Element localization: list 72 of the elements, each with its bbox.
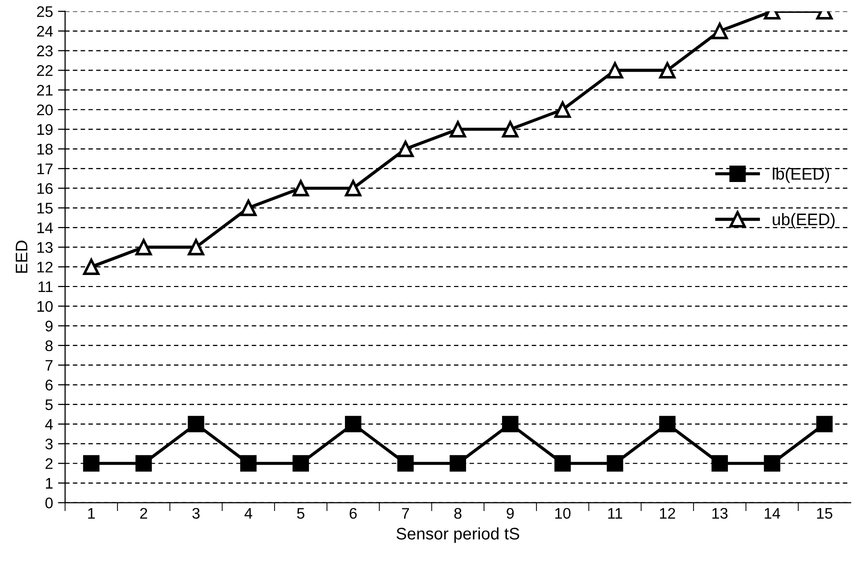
y-tick-label: 20: [37, 104, 53, 116]
x-tick-label: 1: [88, 508, 95, 519]
point: [83, 455, 100, 472]
y-tick-label: 23: [37, 46, 53, 56]
y-tick-label: 7: [46, 360, 53, 371]
y-tick-label: 24: [37, 26, 53, 37]
point: [344, 180, 362, 196]
point: [292, 180, 309, 196]
point: [292, 455, 309, 472]
point: [659, 62, 676, 79]
point: [450, 121, 466, 138]
point: [344, 416, 362, 432]
point: [502, 121, 518, 138]
y-tick-label: 21: [37, 84, 53, 96]
point: [83, 258, 100, 276]
point: [397, 455, 414, 472]
y-axis-title: EED: [16, 240, 28, 273]
x-tick-label: 11: [608, 508, 622, 519]
point: [135, 455, 152, 472]
y-tick-label: 14: [37, 222, 53, 234]
y-tick-label: 1: [46, 478, 53, 489]
point: [712, 455, 728, 472]
point: [659, 416, 676, 432]
x-tick-label: 5: [297, 508, 304, 519]
y-tick-label: 0: [45, 498, 53, 508]
point: [502, 416, 518, 432]
y-tick-label: 6: [46, 380, 53, 390]
x-tick-label: 3: [192, 508, 200, 519]
y-tick-label: 25: [37, 6, 53, 18]
x-tick-label: 7: [402, 508, 409, 519]
y-tick-label: 10: [37, 301, 53, 312]
point: [712, 22, 728, 40]
point: [816, 416, 833, 432]
point: [188, 416, 204, 432]
point: [554, 101, 571, 118]
y-tick-label: 19: [37, 124, 53, 135]
x-tick-label: 8: [454, 508, 462, 519]
y-tick-label: 11: [38, 282, 53, 292]
point: [240, 455, 257, 472]
y-tick-label: 15: [37, 202, 53, 214]
point: [606, 455, 624, 472]
legend-label: ub(EED): [772, 213, 835, 229]
y-tick-label: 4: [45, 419, 53, 430]
x-axis-title: Sensor period tS: [396, 527, 520, 543]
x-tick-label: 9: [506, 508, 514, 519]
point: [188, 239, 204, 256]
x-tick-label: 2: [140, 508, 148, 519]
point: [450, 455, 466, 472]
x-tick-label: 6: [350, 508, 357, 519]
y-tick-label: 8: [45, 340, 53, 352]
x-tick-label: 10: [555, 508, 571, 519]
x-tick-label: 14: [764, 508, 780, 519]
x-tick-label: 13: [712, 508, 728, 519]
y-tick-label: 13: [37, 242, 53, 253]
y-tick-label: 17: [37, 164, 53, 174]
point: [397, 140, 414, 158]
y-tick-label: 3: [45, 438, 53, 450]
x-tick-label: 15: [817, 508, 832, 519]
y-tick-label: 16: [37, 183, 53, 194]
point: [240, 200, 257, 216]
y-tick-label: 5: [45, 399, 53, 410]
y-tick-label: 22: [37, 65, 53, 76]
point: [606, 62, 624, 79]
y-tick-label: 18: [37, 144, 53, 155]
x-tick-label: 4: [244, 508, 252, 519]
y-tick-label: 9: [46, 320, 53, 332]
y-tick-label: 2: [46, 458, 53, 469]
point: [554, 455, 571, 472]
x-tick-label: 12: [660, 508, 676, 519]
y-tick-label: 12: [37, 262, 53, 272]
point: [764, 455, 780, 472]
point: [135, 239, 152, 256]
